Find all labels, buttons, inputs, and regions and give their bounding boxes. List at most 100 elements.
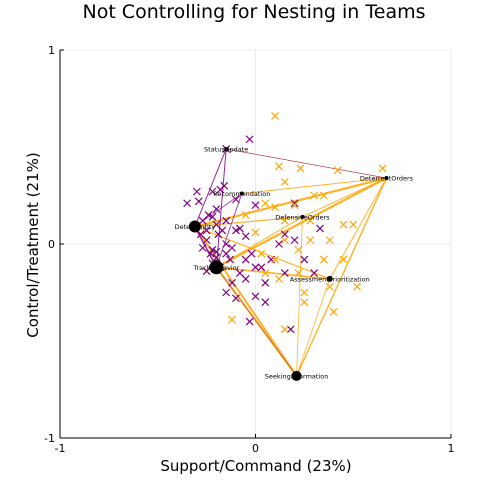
scatter-point	[286, 325, 295, 334]
node-label: StatusUpdate	[204, 145, 248, 153]
y-tick-label: -1	[44, 432, 55, 445]
scatter-point	[271, 203, 279, 212]
scatter-point	[261, 199, 270, 208]
scatter-point	[228, 243, 236, 252]
node-marker	[300, 214, 305, 219]
scatter-point	[232, 226, 240, 235]
scatter-point	[329, 307, 338, 316]
x-axis-label: Support/Command (23%)	[160, 457, 351, 475]
x-tick-label: 0	[252, 442, 259, 455]
edge-line	[194, 176, 387, 228]
scatter-point	[280, 177, 289, 186]
scatter-point	[245, 317, 254, 326]
scatter-point	[257, 249, 266, 258]
edge-line	[329, 177, 387, 280]
x-tick-label: -1	[55, 442, 66, 455]
y-axis-label: Control/Treatment (21%)	[24, 152, 42, 337]
scatter-point	[257, 263, 266, 272]
scatter-point	[245, 135, 254, 144]
scatter-point	[339, 220, 348, 229]
x-tick-label: 1	[448, 442, 455, 455]
scatter-point	[339, 255, 348, 264]
scatter-point	[241, 210, 250, 219]
scatter-point	[325, 236, 334, 245]
scatter-point	[194, 197, 203, 206]
scatter-point	[261, 269, 270, 278]
scatter-point	[222, 240, 231, 248]
scatter-point	[296, 164, 305, 173]
scatter-point	[320, 255, 328, 264]
scatter-point	[325, 282, 334, 291]
scatter-point	[202, 226, 211, 235]
scatter-point	[271, 112, 279, 120]
scatter-point	[202, 267, 211, 276]
edge-line	[194, 225, 298, 377]
edges	[194, 148, 388, 377]
scatter-point	[218, 226, 227, 235]
node-marker	[209, 260, 224, 275]
scatter-point	[202, 236, 211, 245]
scatter-point	[232, 195, 240, 204]
edge-line	[215, 177, 387, 269]
scatter-point	[316, 224, 324, 233]
scatter-point	[275, 274, 283, 283]
scatter-point	[241, 232, 250, 241]
scatter-point	[198, 243, 207, 252]
scatter-point	[212, 205, 221, 214]
node-label: SeekingInformation	[265, 372, 329, 380]
scatter-point	[241, 255, 250, 264]
scatter-point	[183, 199, 191, 208]
node-label: Recommendation	[213, 190, 270, 198]
scatter-point	[235, 269, 244, 278]
scatter-point	[241, 274, 250, 283]
nodes: StatusUpdate DeterrentOrders Recommendatio…	[175, 145, 414, 381]
scatter-point	[222, 216, 231, 225]
scatter-point	[235, 224, 244, 233]
y-tick-label: 0	[48, 238, 55, 251]
scatter-point	[247, 249, 256, 258]
scatter-point	[349, 220, 358, 229]
scatter-point	[333, 166, 342, 175]
chart-title: Not Controlling for Nesting in Teams	[82, 1, 425, 23]
scatter-point	[310, 191, 319, 200]
scatter-point	[208, 187, 217, 196]
scatter-point	[310, 269, 319, 278]
axes: -1 0 1 -1 0 1	[44, 44, 454, 455]
scatter-point	[280, 269, 289, 278]
node-label: TrackBehavior	[192, 264, 239, 272]
edge-line	[194, 216, 303, 228]
edge-line	[216, 266, 330, 280]
scatter-point	[192, 187, 201, 196]
scatter-point	[267, 255, 276, 264]
scatter-point	[206, 249, 215, 258]
edge-line	[241, 177, 387, 195]
scatter-point	[222, 288, 231, 297]
scatter-point	[226, 255, 235, 264]
node-label: DeterrentOrders	[360, 175, 414, 183]
node-marker	[384, 176, 389, 181]
scatter-point	[290, 199, 299, 208]
node-label: DefensiveOrders	[275, 213, 330, 221]
scatter-point	[294, 269, 303, 278]
scatter-point	[280, 216, 289, 225]
scatter-point	[275, 162, 283, 171]
scatter-point	[300, 298, 309, 307]
points	[183, 112, 387, 334]
scatter-point	[290, 201, 299, 210]
scatter-point	[275, 240, 283, 248]
scatter-point	[280, 230, 289, 239]
edge-line	[226, 148, 387, 179]
scatter-point	[280, 236, 289, 245]
scatter-point	[353, 282, 362, 291]
scatter-point	[212, 253, 221, 262]
scatter-point	[208, 212, 217, 221]
edge-line	[296, 216, 303, 376]
scatter-point	[232, 294, 240, 303]
scatter-point	[212, 220, 221, 229]
scatter-point	[196, 230, 205, 239]
scatter-point	[261, 298, 270, 307]
node-marker	[188, 220, 201, 233]
node-label: DetectEntity	[175, 223, 216, 231]
scatter-point	[378, 164, 387, 173]
